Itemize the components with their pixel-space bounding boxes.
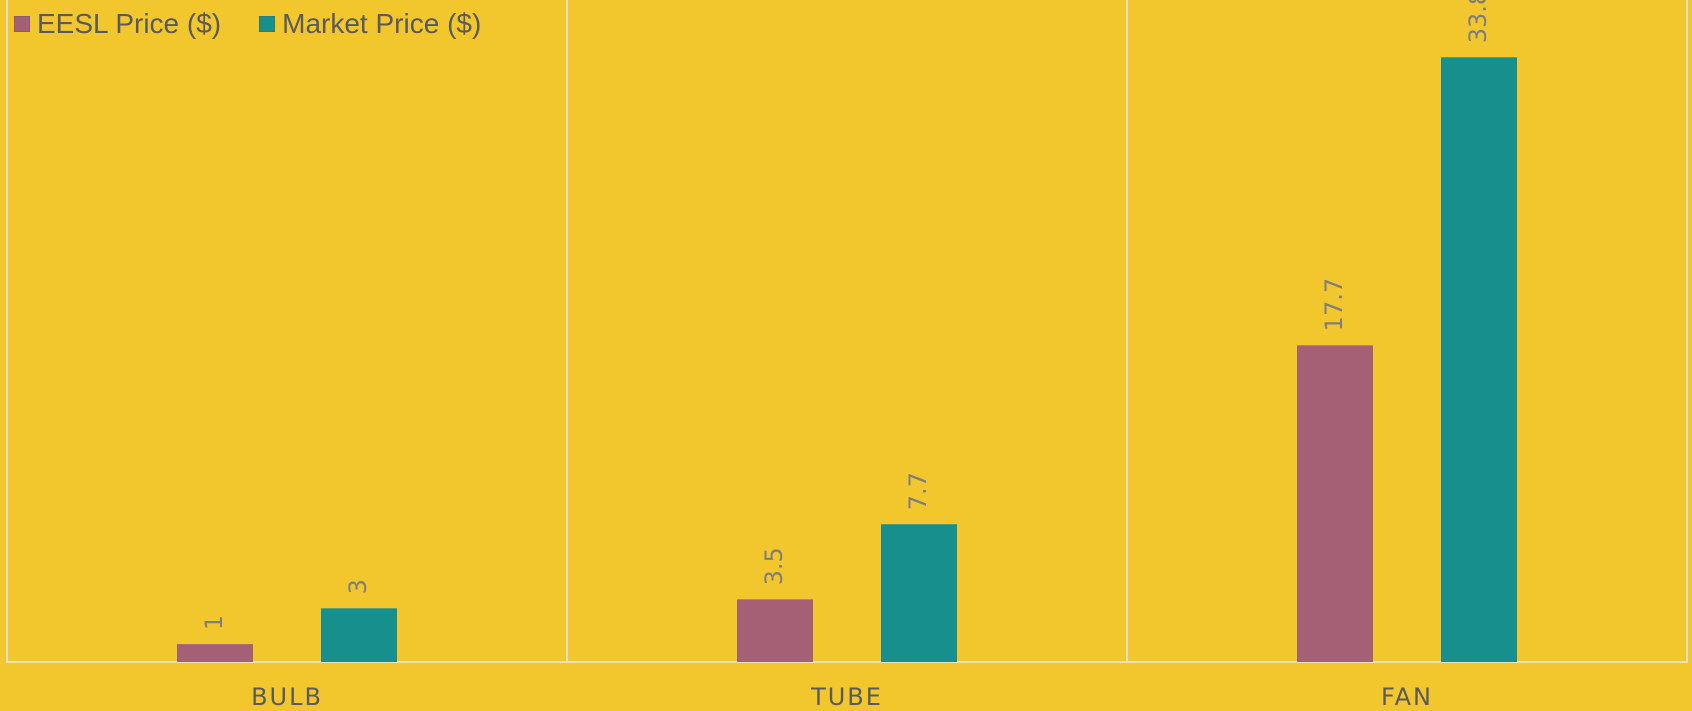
market-price-bar bbox=[881, 524, 957, 662]
bar-value-label: 3.5 bbox=[760, 547, 788, 585]
x-axis-tick-label: BULB bbox=[251, 683, 323, 711]
bar-value-label: 3 bbox=[344, 579, 372, 594]
bar-value-label: 7.7 bbox=[904, 472, 932, 510]
bar-value-label: 33.8 bbox=[1464, 0, 1492, 43]
plot-frame bbox=[6, 0, 1688, 663]
chart-legend: EESL Price ($) Market Price ($) bbox=[14, 6, 481, 42]
market-price-bar bbox=[321, 608, 397, 662]
bar-value-label: 17.7 bbox=[1320, 278, 1348, 331]
eesl-price-bar bbox=[177, 644, 253, 662]
x-axis-tick-label: TUBE bbox=[810, 683, 883, 711]
eesl-price-bar bbox=[1297, 345, 1373, 662]
bar-value-label: 1 bbox=[200, 615, 228, 630]
legend-label-market-price: Market Price ($) bbox=[282, 8, 482, 39]
legend-swatch-market-price bbox=[259, 16, 276, 32]
legend-label-eesl-price: EESL Price ($) bbox=[37, 8, 222, 39]
legend-item-eesl-price: EESL Price ($) bbox=[14, 10, 221, 38]
x-axis-tick-label: FAN bbox=[1381, 683, 1433, 711]
legend-item-market-price: Market Price ($) bbox=[259, 10, 481, 38]
eesl-price-bar bbox=[737, 599, 813, 662]
market-price-bar bbox=[1441, 57, 1517, 663]
legend-swatch-eesl-price bbox=[14, 16, 30, 32]
